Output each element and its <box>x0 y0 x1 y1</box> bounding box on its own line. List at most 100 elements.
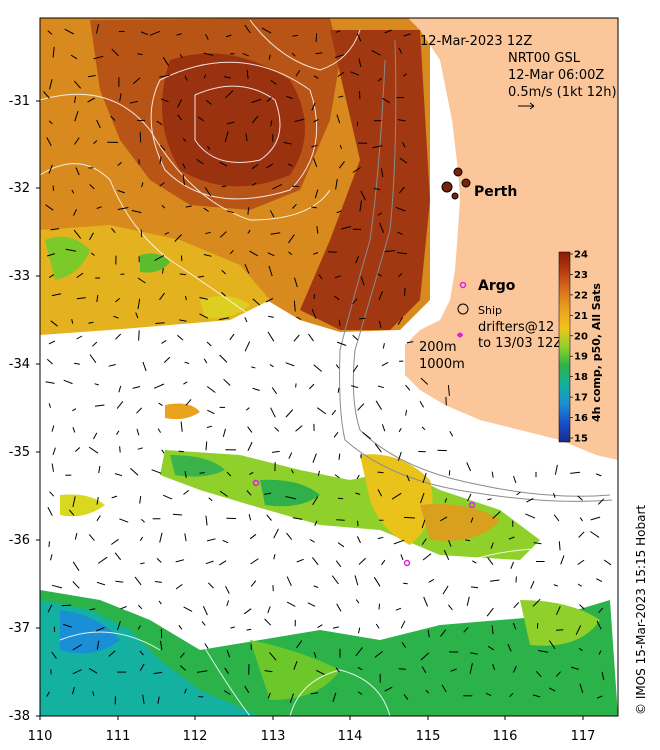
current-vector <box>548 687 556 692</box>
current-vector <box>487 645 495 651</box>
current-vector <box>296 558 304 563</box>
current-vector <box>339 144 342 150</box>
current-vector <box>334 474 340 479</box>
current-vector <box>447 385 450 396</box>
current-vector <box>161 204 166 209</box>
vector-scale-label: 0.5m/s (1kt 12h) <box>508 85 617 100</box>
current-vector <box>72 408 77 412</box>
current-vector <box>224 76 231 79</box>
current-vector <box>159 532 163 543</box>
current-vector <box>117 207 129 210</box>
current-vector <box>338 319 341 326</box>
current-vector <box>398 668 406 670</box>
current-vector <box>205 231 211 235</box>
current-vector <box>184 688 187 694</box>
current-vector <box>225 585 230 594</box>
current-vector <box>530 580 535 589</box>
current-vector <box>403 582 408 585</box>
current-vector <box>72 427 76 433</box>
current-vector <box>162 56 170 66</box>
current-vector <box>381 559 386 566</box>
current-vector <box>401 642 407 648</box>
ship-marker <box>457 303 469 315</box>
current-vector <box>403 73 408 77</box>
product-time: 12-Mar 06:00Z <box>508 68 604 83</box>
current-vector <box>264 618 272 626</box>
current-vector <box>69 509 75 516</box>
current-vector <box>137 447 143 450</box>
argo-label: Argo <box>478 278 516 294</box>
current-vector <box>400 554 404 561</box>
current-vector <box>311 102 316 111</box>
current-vector <box>149 30 161 36</box>
current-vector <box>89 354 97 363</box>
lon-tick-label: 117 <box>571 729 596 744</box>
current-vector <box>375 400 383 410</box>
current-vector <box>398 186 405 194</box>
current-vector <box>267 252 275 257</box>
current-vector <box>381 424 386 432</box>
current-vector <box>98 465 101 473</box>
lon-tick-label: 112 <box>183 729 208 744</box>
current-vector <box>164 231 170 235</box>
current-vector <box>352 167 361 173</box>
current-vector <box>221 291 227 297</box>
current-vector <box>535 670 542 678</box>
current-vector <box>137 277 146 284</box>
current-vector <box>378 291 383 301</box>
credit-line: © IMOS 15-Mar-2023 15:15 Hobart <box>634 504 648 715</box>
current-vector <box>294 277 298 288</box>
current-vector <box>377 471 384 474</box>
current-vector <box>290 469 294 474</box>
current-vector <box>247 229 251 234</box>
current-vector <box>154 581 162 583</box>
drifters-label: drifters@12 <box>478 320 554 335</box>
current-vector <box>96 24 100 34</box>
current-vector <box>93 55 104 60</box>
current-vector <box>176 33 182 36</box>
current-vector <box>598 607 604 614</box>
current-vector <box>50 320 58 327</box>
current-vector <box>355 599 360 604</box>
colorbar-tick-label: 21 <box>574 311 588 322</box>
current-vector <box>590 516 601 521</box>
current-vector <box>137 298 141 310</box>
latitude-axis: -31 -32 -33 -34 -35 -36 -37 -38 <box>9 94 30 724</box>
current-vector <box>73 229 82 239</box>
current-vector <box>244 685 250 694</box>
current-vector <box>315 669 325 675</box>
current-vector <box>340 226 352 230</box>
current-vector <box>570 666 579 670</box>
current-vector <box>47 30 53 35</box>
current-vector <box>96 119 101 129</box>
current-vector <box>556 629 564 631</box>
current-vector <box>312 557 319 566</box>
current-vector <box>205 34 209 40</box>
current-vector <box>335 560 342 568</box>
current-vector <box>337 497 344 500</box>
current-vector <box>226 471 232 477</box>
current-vector <box>219 354 228 363</box>
current-vector <box>119 446 121 453</box>
current-vector <box>96 581 106 586</box>
current-vector <box>108 364 116 367</box>
current-vector <box>285 496 297 500</box>
current-vector <box>314 189 319 199</box>
current-vector <box>485 692 492 697</box>
current-vector <box>248 514 252 521</box>
current-vector <box>532 694 541 698</box>
current-vector <box>356 536 361 544</box>
current-vector <box>268 54 271 60</box>
current-vector <box>197 116 204 122</box>
current-vector <box>223 690 231 695</box>
current-vector <box>139 650 144 656</box>
current-vector <box>76 272 84 279</box>
current-vector <box>137 53 143 56</box>
current-vector <box>180 665 186 671</box>
current-vector <box>465 539 471 542</box>
current-vector <box>46 358 53 365</box>
current-vector <box>175 559 185 563</box>
current-vector <box>245 133 248 142</box>
current-vector <box>229 333 235 341</box>
current-vector <box>154 254 165 262</box>
